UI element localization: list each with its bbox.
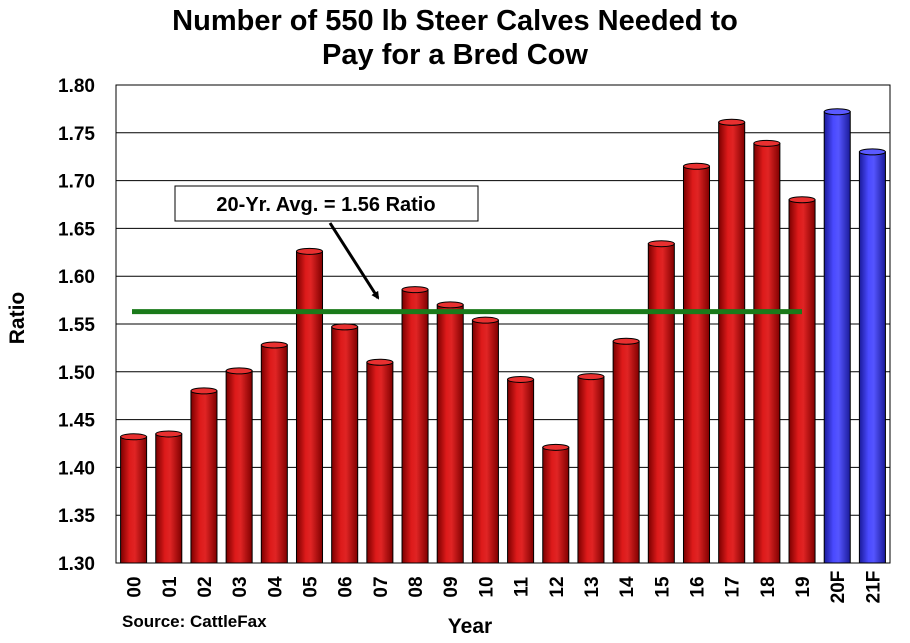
y-axis-title: Ratio <box>6 292 29 345</box>
x-tick-label: 02 <box>195 576 216 597</box>
x-tick-label: 11 <box>512 577 533 598</box>
bar-cap <box>542 443 570 451</box>
annotation-box <box>174 185 479 222</box>
bar-10 <box>471 319 499 564</box>
bar-05 <box>295 250 324 564</box>
source-note: Source: CattleFax <box>122 612 267 631</box>
x-tick-label: 05 <box>301 576 322 598</box>
bar-cap <box>823 108 851 116</box>
x-tick-label: 15 <box>652 576 673 598</box>
bar-11 <box>507 378 535 564</box>
bar-20F <box>823 111 851 564</box>
chart-title-line-2: Pay for a Bred Cow <box>322 39 588 71</box>
y-tick-label: 1.40 <box>58 458 95 479</box>
average-annotation: 20-Yr. Avg. = 1.56 Ratio <box>174 185 479 300</box>
y-tick-label: 1.60 <box>58 267 95 288</box>
bar-cap <box>260 341 288 349</box>
bar-cap <box>788 196 816 204</box>
bar-17 <box>718 121 746 564</box>
bar-cap <box>507 375 535 383</box>
x-tick-labels: 00 01 02 03 04 05 06 07 08 09 10 11 12 13 14 15 16 17 18 19… <box>125 571 885 604</box>
y-tick-label: 1.55 <box>58 315 95 336</box>
bar-cap <box>682 162 711 170</box>
bar-19 <box>788 199 816 564</box>
x-tick-label: 12 <box>547 576 568 597</box>
x-axis-title: Year <box>448 615 492 638</box>
x-tick-label: 21F <box>863 571 884 604</box>
bar-cap <box>366 358 394 366</box>
x-tick-label: 00 <box>125 576 146 597</box>
bar-cap <box>295 247 324 255</box>
x-tick-label: 10 <box>476 576 497 597</box>
bar-cap <box>718 118 746 126</box>
bar-09 <box>436 304 464 564</box>
x-tick-label: 14 <box>617 576 638 598</box>
x-tick-label: 17 <box>723 576 744 597</box>
bar-cap <box>753 139 781 147</box>
chart-title: Number of 550 lb Steer Calves Needed to … <box>0 4 910 72</box>
bar-02 <box>190 390 218 564</box>
annotation-arrow <box>328 222 380 300</box>
bar-18 <box>753 142 781 564</box>
bar-21F <box>858 151 886 564</box>
y-tick-label: 1.75 <box>58 124 95 145</box>
bar-cap <box>858 148 886 156</box>
x-tick-label: 16 <box>688 576 709 597</box>
y-tick-label: 1.80 <box>58 76 95 97</box>
x-tick-label: 07 <box>371 576 392 597</box>
bar-12 <box>542 446 570 564</box>
y-tick-label: 1.45 <box>58 411 95 432</box>
chart-title-line-1: Number of 550 lb Steer Calves Needed to <box>172 5 738 37</box>
bar-cap <box>471 316 499 324</box>
x-tick-label: 09 <box>441 576 462 597</box>
x-tick-label: 18 <box>758 576 779 597</box>
x-tick-label: 19 <box>793 576 814 597</box>
bar-00 <box>120 436 148 564</box>
y-tick-labels: 1.30 1.35 1.40 1.45 1.50 1.55 1.60 1.65 1.70 1.75… <box>58 76 95 575</box>
bar-15 <box>647 243 675 564</box>
bar-cap <box>225 367 253 375</box>
y-tick-label: 1.70 <box>58 172 95 193</box>
x-tick-label: 13 <box>582 576 603 597</box>
bars <box>120 108 886 564</box>
bar-cap <box>190 387 218 395</box>
bar-cap <box>436 301 464 309</box>
x-tick-label: 08 <box>406 576 427 597</box>
bar-cap <box>577 373 605 381</box>
bar-07 <box>366 361 394 564</box>
bar-14 <box>612 340 640 564</box>
x-tick-label: 20F <box>828 571 849 604</box>
y-tick-label: 1.35 <box>58 506 95 527</box>
average-label: 20-Yr. Avg. = 1.56 Ratio <box>216 194 435 216</box>
bar-04 <box>260 344 288 564</box>
bar-08 <box>401 289 429 564</box>
bar-cap <box>612 337 640 345</box>
bar-06 <box>331 326 359 564</box>
bar-cap <box>401 286 429 294</box>
bar-cap <box>331 323 359 331</box>
bar-cap <box>647 240 675 248</box>
y-tick-label: 1.30 <box>58 554 95 575</box>
x-tick-label: 03 <box>230 576 251 597</box>
y-tick-label: 1.65 <box>58 219 95 240</box>
bar-13 <box>577 376 605 564</box>
y-tick-label: 1.50 <box>58 363 95 384</box>
bar-16 <box>682 165 711 564</box>
bar-cap <box>155 430 183 438</box>
bar-01 <box>155 433 183 564</box>
x-tick-label: 04 <box>265 576 286 598</box>
bar-cap <box>120 433 148 441</box>
x-tick-label: 06 <box>336 576 357 597</box>
bar-03 <box>225 370 253 564</box>
x-tick-label: 01 <box>160 576 181 598</box>
